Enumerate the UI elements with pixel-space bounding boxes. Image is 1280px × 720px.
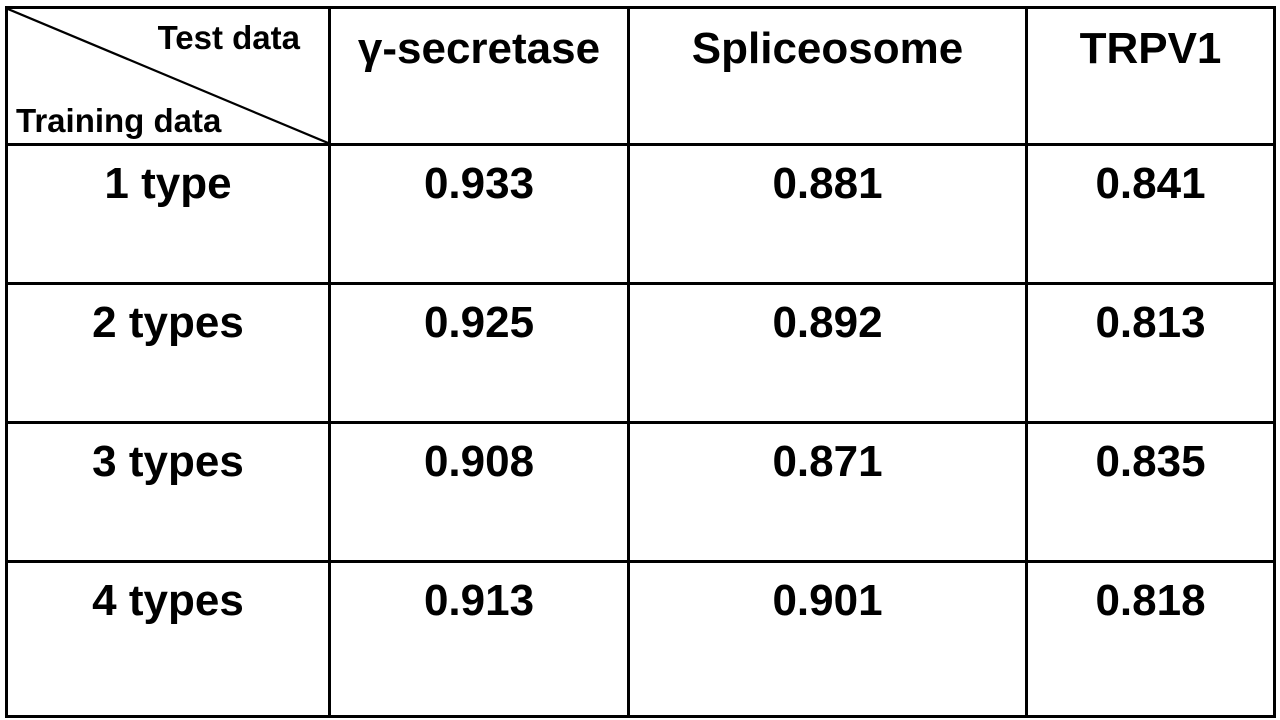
row-label: 2 types [5, 282, 331, 424]
results-table-container: Test data Training data γ-secretase Spli… [5, 6, 1276, 718]
table-cell: 0.913 [328, 560, 630, 718]
row-axis-label: Training data [16, 102, 222, 139]
row-label: 1 type [5, 143, 331, 285]
corner-header-cell: Test data Training data [5, 6, 331, 146]
table-cell: 0.871 [627, 421, 1028, 563]
column-axis-label: Test data [157, 19, 300, 56]
table-cell: 0.835 [1025, 421, 1276, 563]
diagonal-divider [8, 9, 328, 143]
table-cell: 0.925 [328, 282, 630, 424]
column-header-trpv1: TRPV1 [1025, 6, 1276, 146]
table-cell: 0.841 [1025, 143, 1276, 285]
table-cell: 0.892 [627, 282, 1028, 424]
header-row: Test data Training data γ-secretase Spli… [5, 6, 1276, 146]
column-header-spliceosome: Spliceosome [627, 6, 1028, 146]
table-cell: 0.813 [1025, 282, 1276, 424]
table-cell: 0.908 [328, 421, 630, 563]
table-row: 2 types 0.925 0.892 0.813 [5, 282, 1276, 424]
table-cell: 0.933 [328, 143, 630, 285]
row-label: 3 types [5, 421, 331, 563]
table-cell: 0.818 [1025, 560, 1276, 718]
row-label: 4 types [5, 560, 331, 718]
table-cell: 0.881 [627, 143, 1028, 285]
column-header-gamma-secretase: γ-secretase [328, 6, 630, 146]
table-row: 3 types 0.908 0.871 0.835 [5, 421, 1276, 563]
table-row: 1 type 0.933 0.881 0.841 [5, 143, 1276, 285]
results-table: Test data Training data γ-secretase Spli… [5, 6, 1276, 718]
table-row: 4 types 0.913 0.901 0.818 [5, 560, 1276, 718]
table-cell: 0.901 [627, 560, 1028, 718]
